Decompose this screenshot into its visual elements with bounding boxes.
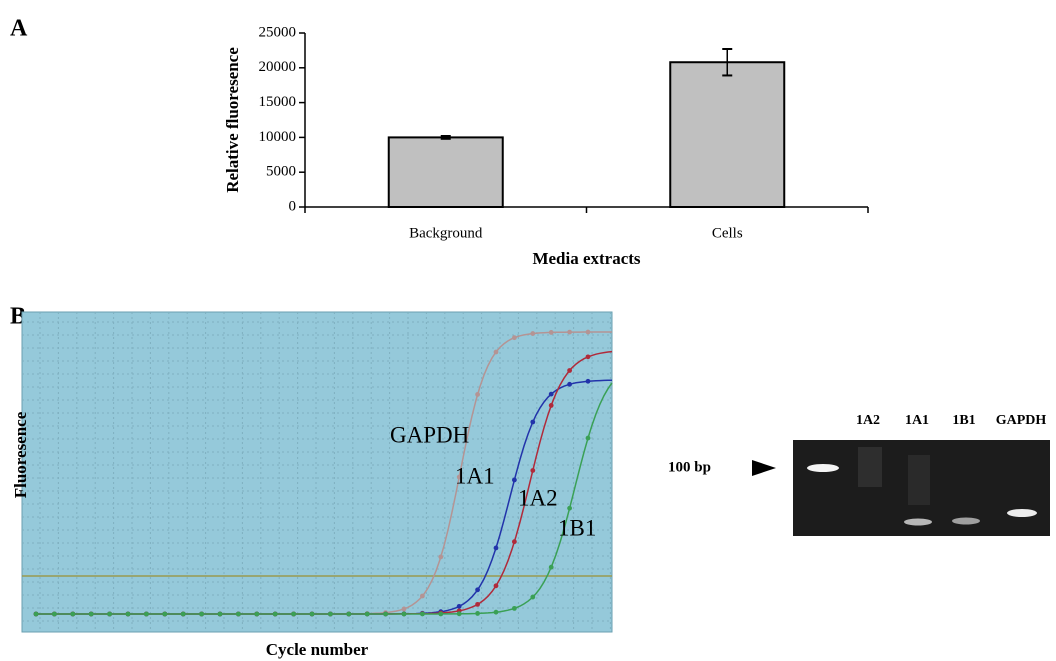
gel-band [1007,509,1037,517]
qpcr-point [457,604,462,609]
qpcr-point [512,539,517,544]
qpcr-point [494,583,499,588]
lane-label: GAPDH [996,413,1047,428]
qpcr-point [549,392,554,397]
gel-smear [908,455,930,505]
gel-band [904,519,932,526]
qpcr-point [310,612,315,617]
qpcr-point [475,602,480,607]
curve-label: 1B1 [558,515,596,540]
qpcr-point [383,612,388,617]
gel-smear [858,447,882,487]
qpcr-point [530,595,535,600]
qpcr-point [475,611,480,616]
qpcr-point [567,330,572,335]
qpcr-point [346,612,351,617]
lane-label: 1A2 [856,413,880,428]
qpcr-point [438,555,443,560]
curve-label: 1A1 [455,463,495,488]
y-axis-label: Fluoresence [11,411,30,498]
marker-arrow [752,460,776,476]
gel-band [952,518,980,525]
qpcr-point [586,354,591,359]
qpcr-point [126,612,131,617]
qpcr-point [365,612,370,617]
qpcr-point [402,612,407,617]
y-tick-label: 25000 [259,24,297,40]
qpcr-point [162,612,167,617]
qpcr-point [494,350,499,355]
x-axis-label: Media extracts [532,249,640,268]
qpcr-point [328,612,333,617]
qpcr-point [144,612,149,617]
qpcr-point [70,612,75,617]
qpcr-point [34,612,39,617]
qpcr-point [420,594,425,599]
lane-label: 1A1 [905,413,929,428]
marker-label: 100 bp [668,459,711,475]
qpcr-plot-area [22,312,612,632]
qpcr-point [420,612,425,617]
qpcr-point [52,612,57,617]
x-tick-label: Background [409,225,483,241]
qpcr-point [273,612,278,617]
qpcr-point [530,468,535,473]
qpcr-point [512,606,517,611]
qpcr-point [457,611,462,616]
qpcr-point [475,587,480,592]
qpcr-point [586,436,591,441]
qpcr-point [494,610,499,615]
qpcr-point [107,612,112,617]
panel-label: A [10,16,28,42]
curve-label: 1A2 [518,485,558,510]
qpcr-point [494,546,499,551]
qpcr-point [89,612,94,617]
qpcr-point [567,382,572,387]
qpcr-point [549,565,554,570]
figure: A B GAPDH 1A1 1A2 1B1 Fluoresence Cycle … [0,0,1056,661]
qpcr-point [181,612,186,617]
bar [670,62,784,207]
qpcr-point [567,506,572,511]
y-axis-label: Relative fluoresence [223,47,242,193]
lane-label: 1B1 [952,413,975,428]
qpcr-point [254,612,259,617]
qpcr-point [291,612,296,617]
qpcr-point [402,607,407,612]
y-tick-label: 5000 [266,164,296,180]
qpcr-point [530,331,535,336]
qpcr-point [199,612,204,617]
bar [389,137,503,207]
qpcr-point [512,478,517,483]
gel-band [807,464,839,472]
qpcr-point [586,379,591,384]
qpcr-point [438,612,443,617]
y-tick-label: 10000 [259,129,297,145]
qpcr-point [512,335,517,340]
y-tick-label: 0 [289,198,297,214]
curve-label: GAPDH [390,422,469,447]
qpcr-point [236,612,241,617]
x-axis-label: Cycle number [266,640,369,659]
qpcr-point [586,330,591,335]
qpcr-point [549,403,554,408]
y-tick-label: 15000 [259,94,297,110]
y-tick-label: 20000 [259,59,297,75]
qpcr-point [530,420,535,425]
qpcr-point [475,392,480,397]
qpcr-point [567,368,572,373]
qpcr-point [549,330,554,335]
qpcr-point [218,612,223,617]
x-tick-label: Cells [712,225,743,241]
